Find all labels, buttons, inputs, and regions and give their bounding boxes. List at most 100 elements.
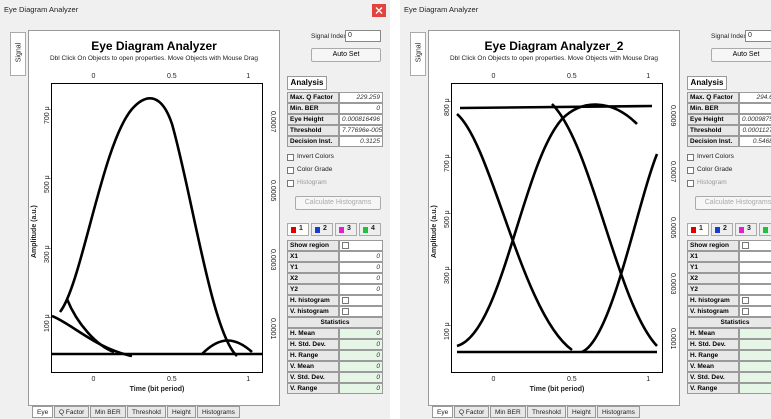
y2-tick-label: 0.0007: [669, 161, 676, 183]
color-swatch: [739, 227, 744, 233]
stat-value: 0: [339, 383, 383, 394]
x-axis-label: Time (bit period): [129, 386, 185, 393]
bottom-tab[interactable]: Threshold: [527, 406, 566, 418]
bottom-tab[interactable]: Q Factor: [454, 406, 490, 418]
y2-tick-label: 0.0001: [669, 328, 676, 350]
checkbox[interactable]: [287, 180, 294, 187]
color-tab[interactable]: 3: [335, 223, 357, 236]
region-value: 0: [339, 273, 383, 284]
signal-index-label: Signal Index: [311, 33, 347, 40]
stat-label: V. Std. Dev.: [687, 372, 739, 383]
checkbox[interactable]: [342, 297, 349, 304]
checkbox[interactable]: [742, 308, 749, 315]
top-tick-label: 0.5: [166, 73, 177, 80]
stat-label: H. Range: [687, 350, 739, 361]
control-panel: Signal Index 0 Auto Set Analysis Max. Q Fact…: [683, 30, 771, 410]
checkbox[interactable]: [342, 308, 349, 315]
region-value: 0: [339, 262, 383, 273]
plot-title: Eye Diagram Analyzer_2: [484, 39, 624, 53]
analysis-tab[interactable]: Analysis: [687, 76, 727, 90]
y2-tick-label: 0.0005: [669, 216, 676, 239]
y-tick-label: 100 μ: [44, 313, 51, 332]
bottom-tick-label: 0: [491, 376, 496, 383]
statistics-header: Statistics: [287, 317, 383, 328]
bottom-tab[interactable]: Min BER: [490, 406, 526, 418]
checkbox[interactable]: [342, 242, 349, 249]
bottom-tab[interactable]: Threshold: [127, 406, 166, 418]
checkbox[interactable]: [287, 167, 294, 174]
color-swatch: [763, 227, 768, 233]
side-tab[interactable]: Signal: [10, 32, 26, 76]
auto-set-button[interactable]: Auto Set: [711, 48, 771, 62]
bottom-tab[interactable]: Min BER: [90, 406, 126, 418]
region-label: Y2: [687, 284, 739, 295]
analysis-label: Min. BER: [687, 103, 739, 114]
bottom-tick-label: 1: [646, 376, 651, 383]
bottom-tab[interactable]: Height: [167, 406, 196, 418]
bottom-tab[interactable]: Eye: [32, 406, 54, 418]
signal-index-input[interactable]: 0: [345, 30, 381, 42]
region-label: H. histogram: [687, 295, 739, 306]
stat-label: V. Mean: [687, 361, 739, 372]
stat-label: H. Std. Dev.: [287, 339, 339, 350]
region-value: [739, 240, 771, 251]
region-label: X1: [287, 251, 339, 262]
region-value: 0: [339, 284, 383, 295]
stat-label: H. Range: [287, 350, 339, 361]
region-value: 0: [739, 273, 771, 284]
color-tab[interactable]: 4: [359, 223, 381, 236]
stat-label: V. Range: [287, 383, 339, 394]
stat-value: 0: [739, 339, 771, 350]
bottom-tab[interactable]: Eye: [432, 406, 454, 418]
y-tick-label: 700 μ: [444, 154, 451, 173]
eye-trace: [52, 314, 133, 358]
stat-value: 0: [739, 361, 771, 372]
y-tick-label: 100 μ: [444, 321, 451, 340]
analysis-value: 229.259: [339, 92, 383, 103]
bottom-tab[interactable]: Height: [567, 406, 596, 418]
stat-label: V. Mean: [287, 361, 339, 372]
eye-trace: [456, 113, 573, 352]
region-label: Show region: [687, 240, 739, 251]
auto-set-button[interactable]: Auto Set: [311, 48, 381, 62]
region-label: V. histogram: [687, 306, 739, 317]
color-tab[interactable]: 1: [687, 223, 709, 236]
checkbox[interactable]: [687, 180, 694, 187]
color-tab[interactable]: 2: [311, 223, 333, 236]
bottom-tab[interactable]: Histograms: [597, 406, 640, 418]
y2-tick-label: 0.0009: [669, 105, 676, 127]
window: Eye Diagram Analyzer Signal Eye Diagram An…: [400, 0, 771, 419]
signal-index-input[interactable]: 0: [745, 30, 771, 42]
calculate-histograms-button[interactable]: Calculate Histograms: [295, 196, 381, 210]
checkbox[interactable]: [687, 167, 694, 174]
checkbox[interactable]: [287, 154, 294, 161]
analysis-tab[interactable]: Analysis: [287, 76, 327, 90]
calculate-histograms-button[interactable]: Calculate Histograms: [695, 196, 771, 210]
color-tab[interactable]: 4: [759, 223, 771, 236]
checkbox[interactable]: [687, 154, 694, 161]
checkbox[interactable]: [742, 297, 749, 304]
analysis-value: 294.636: [739, 92, 771, 103]
color-tab[interactable]: 1: [287, 223, 309, 236]
close-button[interactable]: [372, 4, 386, 17]
analysis-label: Threshold: [287, 125, 339, 136]
top-tick-label: 0.5: [566, 73, 577, 80]
color-tab[interactable]: 2: [711, 223, 733, 236]
window-title: Eye Diagram Analyzer: [404, 5, 479, 14]
analysis-label: Decision Inst.: [687, 136, 739, 147]
bottom-tab[interactable]: Q Factor: [54, 406, 90, 418]
analysis-value: 0: [739, 103, 771, 114]
checkbox[interactable]: [742, 242, 749, 249]
eye-trace: [551, 103, 658, 347]
checkbox-label: Invert Colors: [697, 153, 734, 160]
bottom-tick-label: 1: [246, 376, 251, 383]
side-tab[interactable]: Signal: [410, 32, 426, 76]
color-tab-label: 1: [299, 225, 303, 232]
y-tick-label: 300 μ: [444, 266, 451, 284]
color-tab-label: 3: [347, 225, 351, 232]
color-tab[interactable]: 3: [735, 223, 757, 236]
stat-value: 0: [339, 350, 383, 361]
color-swatch: [691, 227, 696, 233]
bottom-tab[interactable]: Histograms: [197, 406, 240, 418]
stat-value: 0: [339, 339, 383, 350]
